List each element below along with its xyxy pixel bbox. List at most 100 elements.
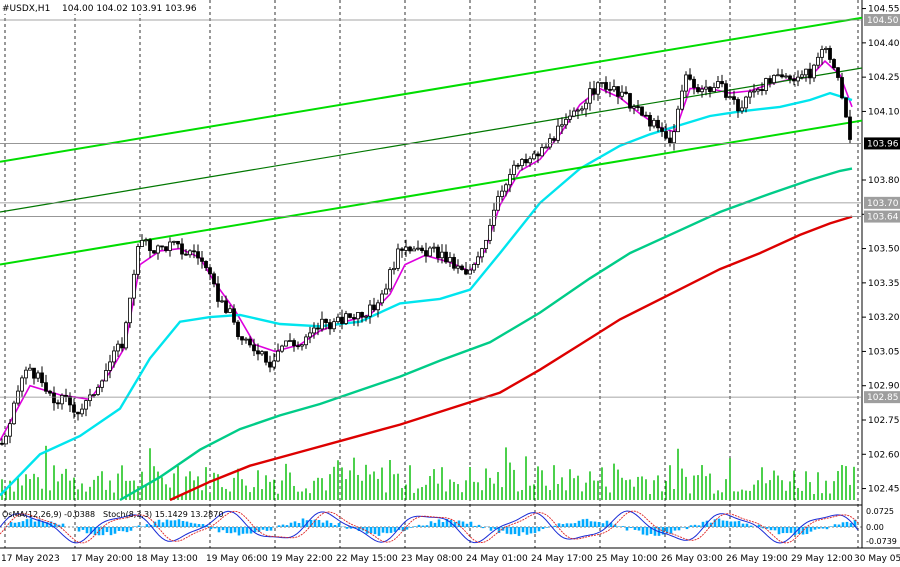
osma-bar xyxy=(429,521,433,527)
osma-bar xyxy=(573,523,577,527)
candle-body xyxy=(224,300,228,313)
x-tick-label: 19 May 06:00 xyxy=(206,554,268,564)
osma-bar xyxy=(613,524,617,527)
candle-body xyxy=(712,87,716,92)
candle-body xyxy=(700,88,704,93)
candle-body xyxy=(516,164,520,167)
osma-bar xyxy=(505,527,509,534)
osma-bar xyxy=(365,527,369,534)
osma-bar xyxy=(817,527,821,529)
osma-bar xyxy=(653,527,657,536)
osma-bar xyxy=(329,522,333,527)
candle-body xyxy=(112,350,116,363)
osma-bar xyxy=(77,527,81,532)
osma-bar xyxy=(345,527,349,529)
osma-bar xyxy=(589,521,593,527)
candle-body xyxy=(560,124,564,127)
candle-body xyxy=(104,370,108,382)
y-tick-label: 103.50 xyxy=(868,245,900,255)
candle-body xyxy=(816,56,820,66)
candle-body xyxy=(192,250,196,253)
osma-bar xyxy=(297,522,301,527)
candle-body xyxy=(724,83,728,98)
candle-body xyxy=(316,327,320,330)
osma-bar xyxy=(597,521,601,527)
osma-bar xyxy=(229,527,233,534)
candle-body xyxy=(280,345,284,352)
osma-bar xyxy=(741,523,745,527)
candle-body xyxy=(428,247,432,257)
osma-bar xyxy=(181,521,185,527)
candle-body xyxy=(536,153,540,157)
osma-bar xyxy=(349,527,353,529)
candle-body xyxy=(4,435,8,445)
candle-body xyxy=(752,90,756,93)
osma-bar xyxy=(253,527,257,533)
candle-body xyxy=(40,372,44,384)
osma-bar xyxy=(781,527,785,534)
osma-bar xyxy=(689,525,693,527)
candle-body xyxy=(612,86,616,91)
candle-body xyxy=(500,190,504,197)
y-tick-label: 102.75 xyxy=(868,416,900,426)
osma-bar xyxy=(393,527,397,532)
candle-body xyxy=(248,338,252,346)
candle-body xyxy=(292,340,296,347)
osma-bar xyxy=(233,527,237,533)
candle-body xyxy=(716,81,720,88)
candle-body xyxy=(152,250,156,254)
y-tick-label: 103.80 xyxy=(868,176,900,186)
candle-body xyxy=(472,263,476,271)
candle-body xyxy=(328,322,332,330)
osma-bar xyxy=(457,520,461,527)
candle-body xyxy=(788,75,792,80)
candle-body xyxy=(388,269,392,290)
osma-bar xyxy=(301,518,305,527)
candle-body xyxy=(196,251,200,259)
osma-bar xyxy=(705,520,709,527)
candle-body xyxy=(348,313,352,318)
candle-body xyxy=(632,106,636,109)
candle-body xyxy=(164,246,168,251)
candle-body xyxy=(452,257,456,269)
candle-body xyxy=(636,106,640,108)
candle-body xyxy=(720,81,724,85)
osma-bar xyxy=(645,527,649,536)
candle-body xyxy=(424,250,428,257)
candle-body xyxy=(588,88,592,104)
osma-bar xyxy=(725,520,729,527)
candle-body xyxy=(728,96,732,99)
candle-body xyxy=(800,74,804,78)
y-tick-label: 102.45 xyxy=(868,485,900,495)
candle-body xyxy=(604,82,608,90)
candle-body xyxy=(640,106,644,116)
candle-body xyxy=(396,248,400,269)
candle-body xyxy=(764,78,768,91)
oscillator-panel xyxy=(0,510,862,544)
osma-bar xyxy=(93,527,97,536)
candle-body xyxy=(188,250,192,256)
osma-bar xyxy=(89,527,93,534)
candle-body xyxy=(232,308,236,323)
osma-bar xyxy=(317,520,321,527)
osma-bar xyxy=(133,526,137,527)
candle-body xyxy=(12,402,16,425)
osma-bar xyxy=(117,527,121,531)
candle-body xyxy=(92,394,96,396)
osma-bar xyxy=(325,520,329,527)
stoch-label: Stoch(8,3,3) 15.1429 13.2870 xyxy=(103,510,223,519)
osma-bar xyxy=(81,527,85,530)
osma-bar xyxy=(209,527,213,530)
osma-bar xyxy=(733,521,737,527)
header-bg xyxy=(0,0,172,14)
candle-body xyxy=(832,59,836,69)
ma-line-ema-200 xyxy=(169,215,853,502)
candle-body xyxy=(780,74,784,78)
osma-bar xyxy=(489,527,493,531)
candle-body xyxy=(420,247,424,252)
x-tick-label: 17 May 2023 xyxy=(1,554,60,564)
candle-body xyxy=(272,360,276,368)
candle-body xyxy=(544,146,548,149)
osma-bar xyxy=(441,522,445,527)
